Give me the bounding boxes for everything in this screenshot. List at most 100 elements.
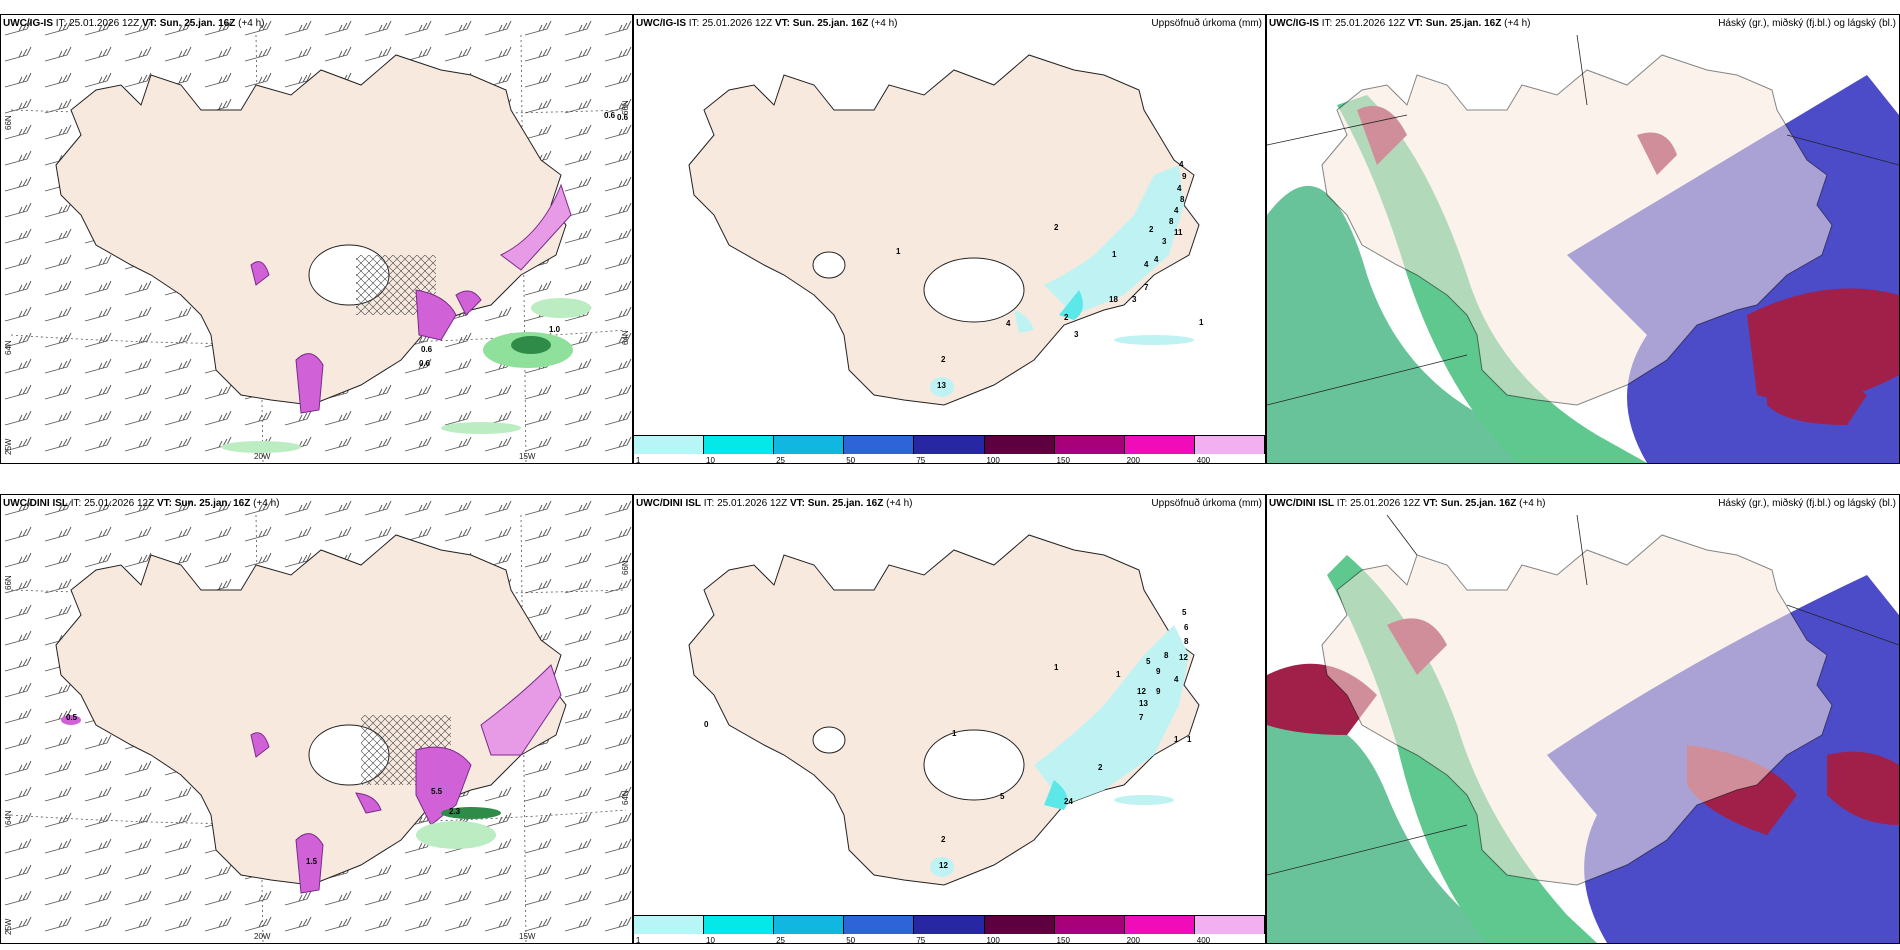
colorbar-segment — [634, 436, 705, 454]
panel-precip-row1[interactable]: UWC/IG-IS IT: 25.01.2026 12Z VT: Sun. 25… — [633, 14, 1266, 464]
precip-value: 8 — [1164, 651, 1169, 660]
value-label: 2.3 — [449, 807, 461, 816]
panel-wind-row2[interactable]: UWC/DINI ISL IT: 25.01.2026 12Z VT: Sun.… — [0, 494, 633, 944]
precip-value: 24 — [1064, 797, 1073, 806]
precip-value: 4 — [1144, 260, 1149, 269]
precip-value: 13 — [1139, 699, 1148, 708]
precip-colorbar: 1 10 25 50 75 100 150 200 400 — [634, 435, 1265, 463]
colorbar-tick: 400 — [1196, 456, 1211, 464]
precip-value: 1 — [1174, 735, 1179, 744]
precip-value: 5 — [1146, 657, 1151, 666]
colorbar-tick: 25 — [776, 456, 786, 464]
precip-value: 7 — [1139, 713, 1144, 722]
wind-map — [1, 15, 632, 463]
precip-value: 8 — [1180, 195, 1185, 204]
colorbar-segment — [844, 436, 915, 454]
colorbar-segment — [774, 436, 845, 454]
lon-label: 25W — [4, 918, 13, 935]
precip-value: 6 — [1184, 623, 1189, 632]
precip-value: 2 — [1054, 223, 1059, 232]
precip-value: 12 — [1137, 687, 1146, 696]
precip-value: 11 — [1174, 228, 1183, 237]
precip-value: 18 — [1109, 295, 1118, 304]
precip-value: 4 — [1174, 675, 1179, 684]
value-label: 0.5 — [66, 713, 78, 722]
colorbar-segment — [1124, 916, 1195, 934]
colorbar-tick: 25 — [776, 936, 786, 944]
colorbar-tick: 50 — [846, 936, 856, 944]
colorbar-ticks: 1 10 25 50 75 100 150 200 400 — [634, 456, 1265, 464]
colorbar-tick: 400 — [1196, 936, 1211, 944]
panel-clouds-row2[interactable]: UWC/DINI ISL IT: 25.01.2026 12Z VT: Sun.… — [1266, 494, 1900, 944]
panel-title: UWC/IG-IS IT: 25.01.2026 12Z VT: Sun. 25… — [3, 18, 265, 29]
panel-subtitle: Uppsöfnuð úrkoma (mm) — [1151, 18, 1262, 29]
lat-label: 64N — [4, 340, 13, 355]
precip-value: 4 — [1174, 206, 1179, 215]
colorbar-segment — [1054, 436, 1125, 454]
colorbar-ticks: 1 10 25 50 75 100 150 200 400 — [634, 936, 1265, 944]
lon-label: 20W — [254, 932, 271, 941]
lon-label: 25W — [4, 438, 13, 455]
panel-wind-row1[interactable]: UWC/IG-IS IT: 25.01.2026 12Z VT: Sun. 25… — [0, 14, 633, 464]
value-label: 0.6 — [604, 111, 616, 120]
colorbar-tick: 10 — [706, 456, 715, 464]
colorbar-tick: 100 — [986, 456, 1000, 464]
panel-title: UWC/DINI ISL IT: 25.01.2026 12Z VT: Sun.… — [636, 498, 913, 509]
precip-map — [688, 534, 1200, 886]
precip-value: 4 — [1177, 184, 1182, 193]
precip-value: 12 — [939, 861, 948, 870]
panel-title: UWC/DINI ISL IT: 25.01.2026 12Z VT: Sun.… — [3, 498, 280, 509]
colorbar-segment — [914, 436, 985, 454]
precip-value: 1 — [952, 729, 957, 738]
precip-value: 2 — [1098, 763, 1103, 772]
panel-subtitle: Háský (gr.), miðský (fj.bl.) og lágský (… — [1718, 498, 1896, 509]
colorbar-segment — [704, 436, 775, 454]
panel-clouds-row1[interactable]: UWC/IG-IS IT: 25.01.2026 12Z VT: Sun. 25… — [1266, 14, 1900, 464]
precip-value: 8 — [1169, 217, 1174, 226]
colorbar-segment — [984, 916, 1055, 934]
precip-value: 5 — [1000, 792, 1005, 801]
value-label: 0.6 — [421, 345, 433, 354]
precip-value: 2 — [1149, 225, 1154, 234]
colorbar-tick: 100 — [986, 936, 1000, 944]
colorbar-segment — [914, 916, 985, 934]
precip-value: 7 — [1144, 283, 1149, 292]
panel-title: UWC/DINI ISL IT: 25.01.2026 12Z VT: Sun.… — [1269, 498, 1546, 509]
precip-value: 3 — [1162, 237, 1167, 246]
wind-map — [1, 495, 632, 943]
value-label: 1.5 — [306, 857, 318, 866]
colorbar-segment — [984, 436, 1055, 454]
precip-value: 13 — [937, 381, 946, 390]
colorbar-tick: 200 — [1126, 936, 1141, 944]
precip-value: 1 — [1199, 318, 1204, 327]
panel-precip-row2[interactable]: UWC/DINI ISL IT: 25.01.2026 12Z VT: Sun.… — [633, 494, 1266, 944]
precip-value: 2 — [941, 355, 946, 364]
colorbar-tick: 1 — [635, 936, 641, 944]
colorbar-segment — [634, 916, 705, 934]
colorbar-tick: 10 — [706, 936, 715, 944]
value-label: 5.5 — [431, 787, 443, 796]
precip-value: 1 — [896, 247, 901, 256]
colorbar-tick: 50 — [846, 456, 856, 464]
lon-label: 15W — [519, 932, 536, 941]
colorbar-segment — [1194, 436, 1265, 454]
cloud-map — [1267, 15, 1899, 463]
precip-value: 2 — [1064, 313, 1069, 322]
lat-label: 64N — [4, 810, 13, 825]
panel-title: UWC/IG-IS IT: 25.01.2026 12Z VT: Sun. 25… — [1269, 18, 1531, 29]
lon-label: 15W — [519, 452, 536, 461]
colorbar-segment — [1194, 916, 1265, 934]
colorbar-segment — [844, 916, 915, 934]
precip-value: 9 — [1156, 687, 1161, 696]
precip-value: 1 — [1112, 250, 1117, 259]
precip-colorbar: 1 10 25 50 75 100 150 200 400 — [634, 915, 1265, 943]
value-label: 0.6 — [419, 359, 431, 368]
colorbar-tick: 150 — [1056, 456, 1070, 464]
colorbar-segment — [704, 916, 775, 934]
lat-label: 66N — [621, 560, 630, 575]
colorbar-tick: 75 — [916, 936, 926, 944]
precip-value: 9 — [1156, 667, 1161, 676]
panel-title: UWC/IG-IS IT: 25.01.2026 12Z VT: Sun. 25… — [636, 18, 898, 29]
colorbar-tick: 1 — [635, 456, 641, 464]
precip-value: 1 — [1187, 735, 1192, 744]
